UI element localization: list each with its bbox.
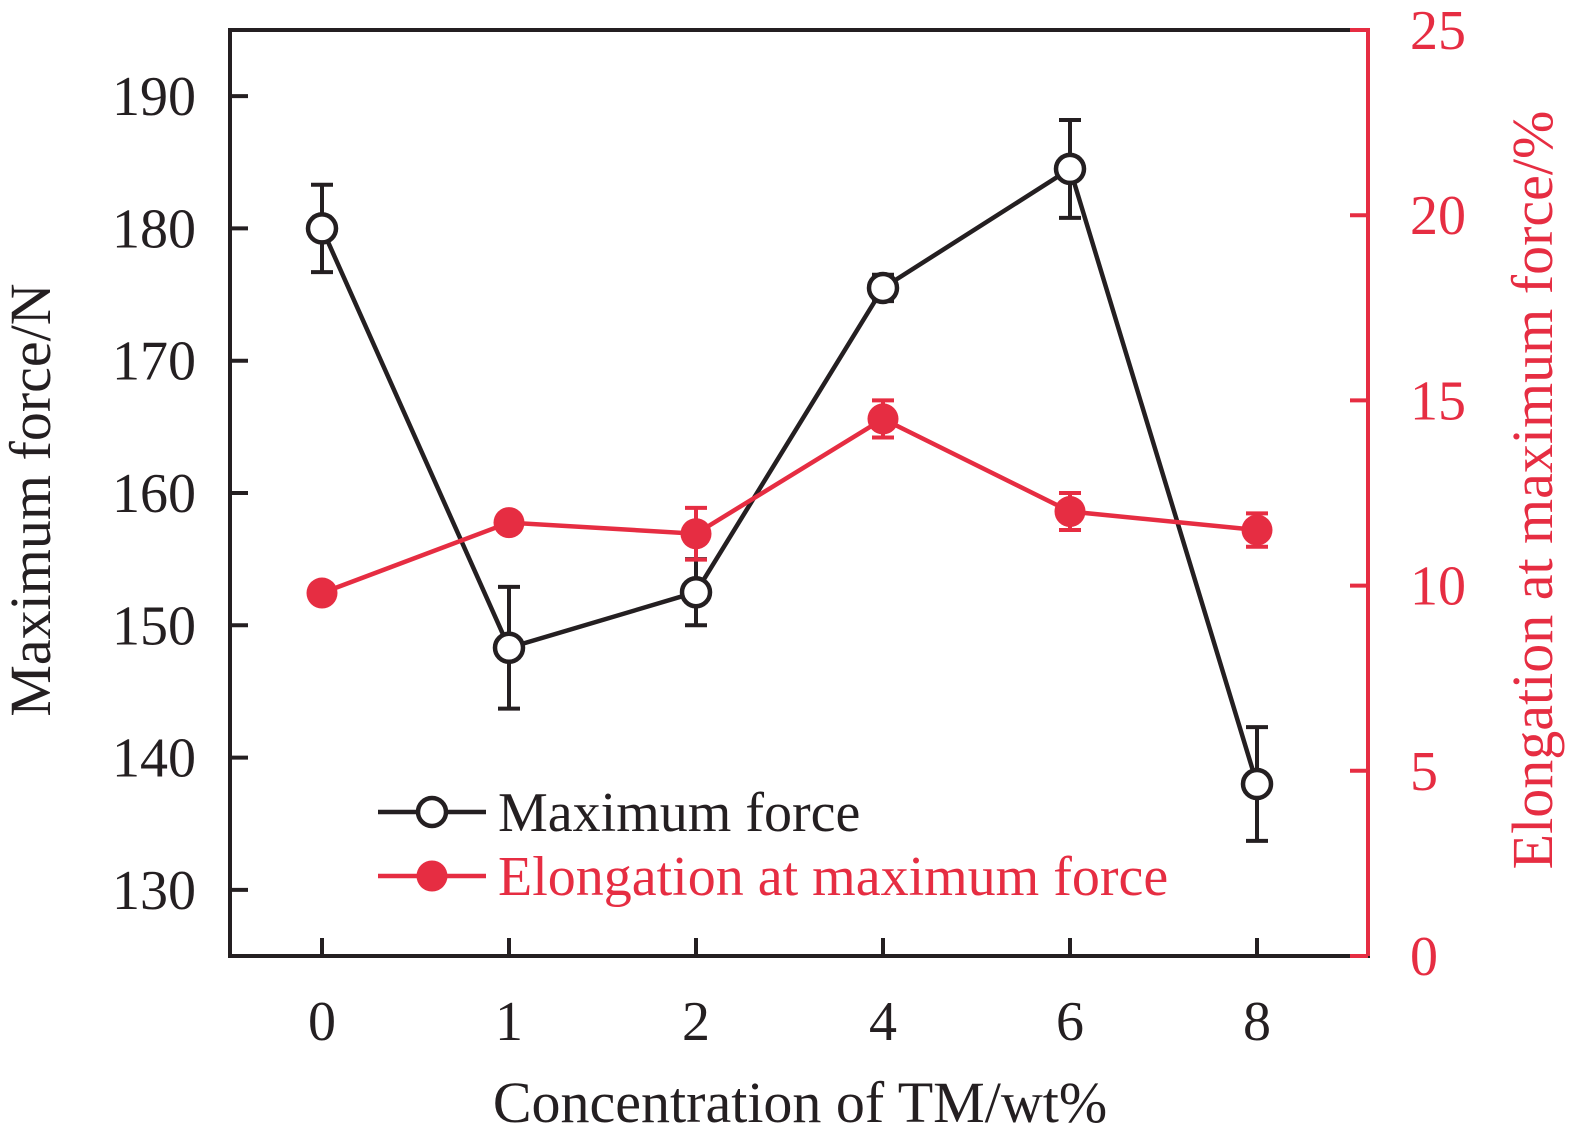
marker-open-circle xyxy=(866,271,900,305)
x-tick-label: 1 xyxy=(495,991,523,1053)
legend-item-maximum-force: Maximum force xyxy=(378,782,860,844)
marker-open-circle xyxy=(679,575,713,609)
marker-filled-circle xyxy=(1054,496,1086,528)
left-tick-label: 140 xyxy=(112,728,196,790)
legend-label-maximum-force: Maximum force xyxy=(498,782,860,844)
x-tick-label: 8 xyxy=(1243,991,1271,1053)
marker-filled-circle xyxy=(867,403,899,435)
marker-open-circle xyxy=(1053,152,1087,186)
x-axis-title: Concentration of TM/wt% xyxy=(493,1070,1107,1135)
right-tick-label: 15 xyxy=(1410,370,1466,432)
open-circle-icon xyxy=(415,795,449,829)
left-axis-title: Maximum force/N xyxy=(0,283,63,716)
plot-area: 0 1 2 4 6 8 130 140 150 160 170 180 190 0 5 10 15 20 25 xyxy=(112,0,1466,1053)
marker-filled-circle xyxy=(493,507,525,539)
marker-filled-circle xyxy=(680,518,712,550)
right-tick-label: 0 xyxy=(1410,926,1438,988)
marker-filled-circle xyxy=(1241,514,1273,546)
series-line-maximum-force xyxy=(319,165,1260,785)
left-tick-label: 150 xyxy=(112,595,196,657)
left-tick-label: 160 xyxy=(112,463,196,525)
series-line-elongation-at-maximum-force xyxy=(321,416,1258,596)
marker-open-circle xyxy=(1240,767,1274,801)
left-tick-label: 190 xyxy=(112,66,196,128)
marker-open-circle xyxy=(492,631,526,665)
right-tick-label: 10 xyxy=(1410,556,1466,618)
left-tick-label: 130 xyxy=(112,860,196,922)
right-axis-title: Elongation at maximum force/% xyxy=(1500,111,1565,870)
left-tick-label: 180 xyxy=(112,198,196,260)
x-tick-label: 4 xyxy=(869,991,897,1053)
right-tick-label: 20 xyxy=(1410,185,1466,247)
marker-filled-circle xyxy=(306,577,338,609)
right-tick-label: 25 xyxy=(1410,0,1466,62)
legend-item-elongation: Elongation at maximum force xyxy=(378,846,1168,908)
right-tick-label: 5 xyxy=(1410,741,1438,803)
x-tick-label: 2 xyxy=(682,991,710,1053)
legend: Maximum force Elongation at maximum forc… xyxy=(378,782,1168,908)
legend-label-elongation: Elongation at maximum force xyxy=(498,846,1168,908)
filled-circle-icon xyxy=(416,860,448,892)
marker-open-circle xyxy=(305,212,339,245)
x-tick-label: 0 xyxy=(308,991,336,1053)
x-tick-label: 6 xyxy=(1056,991,1084,1053)
left-tick-label: 170 xyxy=(112,331,196,393)
